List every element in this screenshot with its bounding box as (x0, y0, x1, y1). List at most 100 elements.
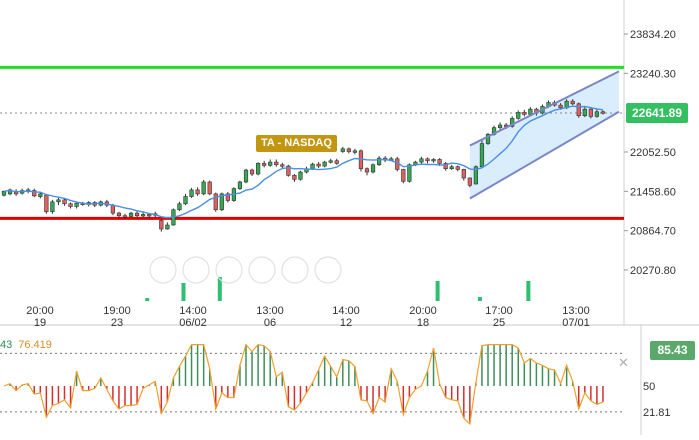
x-tick-sublabel: 23 (111, 317, 123, 329)
candle-body (183, 196, 188, 205)
candle-body (274, 161, 279, 166)
volume-bar (181, 283, 186, 301)
candle-body (237, 181, 243, 189)
candle-body (201, 181, 206, 195)
candle-body (328, 160, 333, 163)
candle-body (219, 193, 224, 211)
candle-body (207, 181, 212, 195)
oscillator-legend: 43 76.419 (0, 339, 52, 351)
candle-body (189, 189, 194, 197)
candle-body (340, 148, 345, 152)
toolbar-circle-icon (149, 256, 177, 284)
candle-body (419, 158, 424, 163)
y-tick-label: 23240.30 (630, 68, 676, 80)
y-tick-label: 21458.60 (630, 186, 676, 198)
candle-body (128, 212, 134, 217)
candle-body (516, 112, 521, 119)
x-tick-label: 17:00 (485, 305, 513, 317)
candle-body (485, 133, 491, 144)
candle-body (44, 194, 49, 213)
candle-body (249, 169, 255, 175)
moving-average-line (3, 105, 604, 219)
candle-body (255, 163, 261, 175)
candle-body (558, 104, 563, 109)
osc-y-tick-label: 21.81 (643, 407, 671, 419)
x-tick-label: 13:00 (562, 305, 590, 317)
candle-body (32, 190, 37, 197)
candle-body (286, 165, 291, 176)
candle-body (322, 161, 327, 167)
oscillator-value-tag: 85.43 (650, 341, 695, 360)
channel-upper-line (469, 70, 620, 147)
x-tick-label: 19:00 (103, 305, 131, 317)
price-channel (469, 71, 619, 199)
candle-body (576, 103, 581, 117)
candle-body (116, 212, 122, 217)
candle-body (62, 199, 67, 205)
candle-body (165, 224, 170, 230)
candle-body (50, 201, 55, 213)
candle-body (449, 166, 454, 170)
close-icon[interactable]: ✕ (618, 355, 629, 370)
candle-body (588, 108, 593, 117)
toolbar-circle-icon (281, 256, 309, 284)
candle-body (262, 163, 267, 166)
candle-body (461, 169, 466, 179)
volume-bar (217, 277, 222, 301)
candle-body (594, 111, 600, 117)
candle-body (370, 164, 376, 173)
candle-body (68, 203, 73, 207)
candle-body (292, 175, 297, 180)
x-tick-sublabel: 06 (264, 317, 276, 329)
candle-body (213, 193, 218, 211)
candle-body (522, 112, 527, 115)
candle-body (376, 157, 382, 166)
x-tick-sublabel: 18 (417, 317, 429, 329)
x-tick-sublabel: 19 (34, 317, 46, 329)
volume-bar (145, 298, 150, 301)
x-tick-label: 14:00 (332, 305, 360, 317)
candle-body (346, 148, 351, 152)
volume-bar (477, 297, 482, 301)
y-tick-label: 20270.80 (630, 265, 676, 277)
candle-body (159, 220, 164, 230)
candle-body (600, 111, 606, 114)
osc-signal-line (3, 343, 604, 426)
y-tick-label: 22052.50 (630, 147, 676, 159)
candle-body (56, 199, 61, 203)
candle-body (147, 214, 152, 217)
candle-body (310, 163, 315, 170)
y-tick-label: 20864.70 (630, 226, 676, 238)
candle-body (298, 171, 303, 180)
candle-body (141, 214, 146, 217)
candle-body (38, 193, 43, 197)
candle-body (528, 108, 533, 115)
candle-body (195, 189, 200, 195)
y-tick-label: 23834.20 (630, 29, 676, 41)
last-price-tag: 22641.89 (626, 103, 688, 123)
x-tick-label: 13:00 (256, 305, 284, 317)
toolbar-circle-icon (314, 256, 342, 284)
candle-body (455, 166, 460, 170)
candle-body (122, 215, 128, 218)
x-tick-sublabel: 06/02 (179, 317, 207, 329)
ta-nasdaq-label: TA - NASDAQ (256, 135, 337, 152)
volume-bar (435, 281, 440, 301)
candle-body (177, 203, 182, 211)
osc-legend-value-1: 43 (0, 339, 13, 351)
candle-body (74, 202, 79, 207)
candle-body (352, 150, 358, 153)
osc-y-tick-label: 50 (643, 381, 655, 393)
candle-body (479, 143, 485, 168)
candle-body (437, 159, 442, 164)
candle-body (1, 190, 7, 196)
x-tick-sublabel: 07/01 (562, 317, 590, 329)
candle-body (570, 100, 575, 105)
candle-body (110, 204, 116, 214)
toolbar-circle-icon (182, 256, 210, 284)
candle-body (443, 163, 448, 170)
candle-body (134, 212, 140, 217)
x-tick-label: 20:00 (26, 305, 54, 317)
